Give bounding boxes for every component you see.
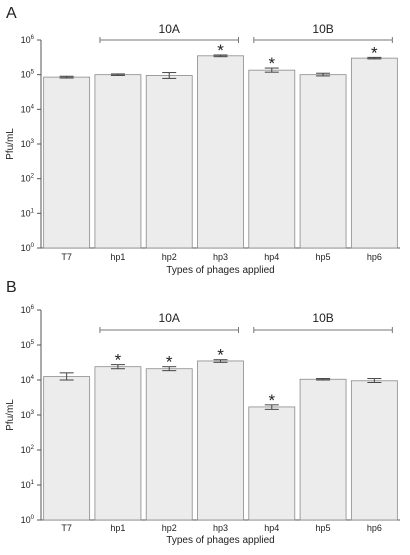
panel-a-x-tick-label-hp2: hp2 bbox=[162, 252, 177, 262]
panel-a-bar-hp3 bbox=[197, 55, 244, 249]
panel-letter-b: B bbox=[6, 279, 17, 296]
panel-a-chart: 100 101 102 103 104 105 106 Pfu/mL Types of phag… bbox=[5, 22, 400, 276]
panel-b-y-tick-label: 101 bbox=[21, 480, 35, 490]
panel-a-significance-star-hp3: * bbox=[217, 41, 224, 60]
panel-b-y-tick-label: 106 bbox=[21, 305, 35, 315]
panel-b-y-tick-label: 100 bbox=[21, 515, 35, 525]
panel-b-x-tick-label-hp4: hp4 bbox=[264, 523, 279, 533]
panel-b-y-axis-title: Pfu/mL bbox=[5, 399, 16, 431]
panel-a-x-tick-label-hp3: hp3 bbox=[213, 252, 228, 262]
panel-b-bar-hp5 bbox=[299, 378, 347, 521]
panel-a-bar-hp5 bbox=[299, 74, 347, 249]
panel-b-x-tick-label-hp2: hp2 bbox=[162, 523, 177, 533]
panel-b-bar-hp2 bbox=[145, 368, 193, 521]
panel-a-bar-hp1 bbox=[94, 74, 142, 249]
panel-b-group-label-10B: 10B bbox=[312, 311, 333, 325]
panel-a-y-tick-label: 103 bbox=[21, 139, 35, 149]
panel-a-x-tick-label-T7: T7 bbox=[61, 252, 72, 262]
panel-b-x-tick-label-hp6: hp6 bbox=[367, 523, 382, 533]
panel-b-x-tick-label-T7: T7 bbox=[61, 523, 72, 533]
panel-b-significance-star-hp3: * bbox=[217, 346, 224, 365]
panel-b-y-tick-label: 104 bbox=[21, 375, 35, 385]
panel-b-x-axis-title: Types of phages applied bbox=[166, 535, 274, 546]
panel-b-significance-star-hp4: * bbox=[268, 391, 275, 410]
panel-a-y-tick-label: 105 bbox=[21, 70, 35, 80]
panel-b-group-label-10A: 10A bbox=[159, 311, 180, 325]
panel-b-y-tick-label: 102 bbox=[21, 445, 35, 455]
panel-b-bar-hp4 bbox=[248, 406, 296, 521]
panel-a-y-tick-label: 104 bbox=[21, 104, 35, 114]
panel-a-x-axis-title: Types of phages applied bbox=[166, 265, 274, 276]
panel-a-group-label-10B: 10B bbox=[312, 22, 333, 36]
panel-a-bar-hp2 bbox=[145, 75, 193, 249]
panel-letter-a: A bbox=[6, 5, 17, 22]
panel-a-x-tick-label-hp5: hp5 bbox=[316, 252, 331, 262]
panel-a-y-tick-label: 101 bbox=[21, 208, 35, 218]
panel-b-bar-T7 bbox=[43, 376, 91, 521]
panel-b-x-tick-label-hp1: hp1 bbox=[110, 523, 125, 533]
panel-a-bar-hp4 bbox=[248, 69, 296, 249]
panel-b-bar-hp6 bbox=[350, 380, 398, 521]
panel-b-bar-hp1 bbox=[94, 366, 142, 521]
panel-a-x-tick-label-hp4: hp4 bbox=[264, 252, 279, 262]
panel-b-x-tick-label-hp3: hp3 bbox=[213, 523, 228, 533]
panel-a-y-tick-label: 106 bbox=[21, 35, 35, 45]
panel-b-x-tick-label-hp5: hp5 bbox=[316, 523, 331, 533]
panel-b-y-tick-label: 103 bbox=[21, 410, 35, 420]
panel-a-significance-star-hp6: * bbox=[371, 43, 378, 62]
panel-a-group-label-10A: 10A bbox=[159, 22, 180, 36]
panel-b-chart: 100 101 102 103 104 105 106 Pfu/mL Types of phag… bbox=[5, 305, 400, 546]
panel-b-y-tick-label: 105 bbox=[21, 340, 35, 350]
panel-a-x-tick-label-hp6: hp6 bbox=[367, 252, 382, 262]
panel-a-y-axis-title: Pfu/mL bbox=[5, 128, 16, 160]
panel-a-bar-hp6 bbox=[350, 57, 398, 249]
panel-a-significance-star-hp4: * bbox=[268, 54, 275, 73]
panel-a-bar-T7 bbox=[43, 76, 91, 249]
panel-b-significance-star-hp1: * bbox=[115, 351, 122, 370]
panel-b-bar-hp3 bbox=[197, 360, 244, 521]
panel-a-x-tick-label-hp1: hp1 bbox=[110, 252, 125, 262]
panel-a-y-tick-label: 100 bbox=[21, 243, 35, 253]
panel-a-y-tick-label: 102 bbox=[21, 174, 35, 184]
panel-b-significance-star-hp2: * bbox=[166, 353, 173, 372]
